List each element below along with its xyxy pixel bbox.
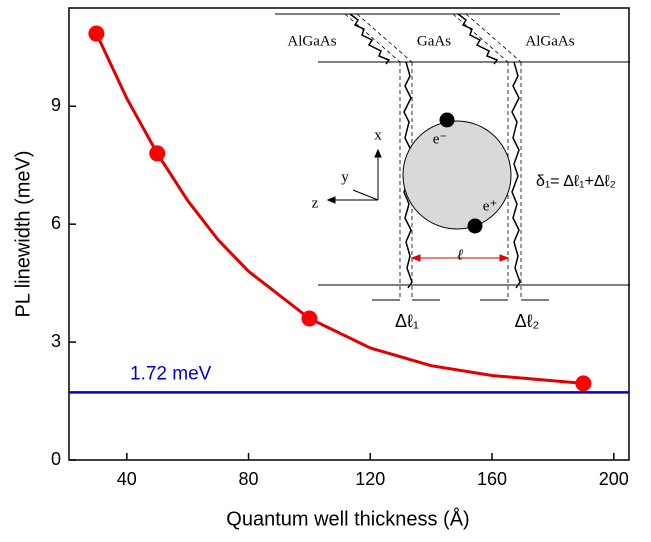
y-axis-label: PL linewidth (meV): [12, 150, 34, 317]
data-point: [575, 375, 592, 392]
y-tick-label: 3: [51, 331, 61, 351]
x-axis-label: Quantum well thickness (Å): [226, 507, 469, 530]
hole: [467, 218, 483, 234]
inset-label: Δℓ₂: [515, 311, 540, 331]
exciton: [402, 120, 512, 230]
rough-interface: [349, 13, 413, 289]
inset-label: z: [312, 195, 319, 211]
y-tick-label: 9: [51, 95, 61, 115]
y-tick-label: 0: [51, 449, 61, 469]
x-tick-label: 160: [477, 469, 507, 489]
x-tick-label: 40: [117, 469, 137, 489]
plot-frame: [68, 7, 630, 461]
data-point: [149, 145, 166, 162]
inset-label: AlGaAs: [525, 33, 574, 49]
inset-label: e⁻: [433, 131, 448, 147]
inset-label: Δℓ₁: [395, 311, 419, 331]
inset-label: AlGaAs: [287, 33, 336, 49]
data-point: [88, 25, 105, 42]
inset-label: GaAs: [417, 33, 451, 49]
inset-label: x: [374, 127, 382, 143]
inset-label: δ₁= Δℓ₁+Δℓ₂: [536, 173, 616, 190]
xyz-axes: [326, 148, 382, 204]
electron: [439, 112, 455, 128]
inset-label: y: [341, 169, 349, 185]
inset-label: ℓ: [457, 247, 463, 263]
x-tick-label: 80: [239, 469, 259, 489]
data-point: [301, 310, 318, 327]
x-tick-label: 120: [355, 469, 385, 489]
inset-label: e⁺: [483, 198, 498, 214]
inset-diagram: AlGaAs GaAs AlGaAs x y z e⁻ e⁺ δ₁= Δℓ₁+Δ…: [275, 13, 630, 331]
fit-line: [95, 32, 584, 385]
y-tick-label: 6: [51, 213, 61, 233]
rough-interface: [457, 13, 521, 289]
width-arrow: [410, 254, 510, 262]
reference-label: 1.72 meV: [130, 363, 212, 384]
x-tick-label: 200: [599, 469, 629, 489]
